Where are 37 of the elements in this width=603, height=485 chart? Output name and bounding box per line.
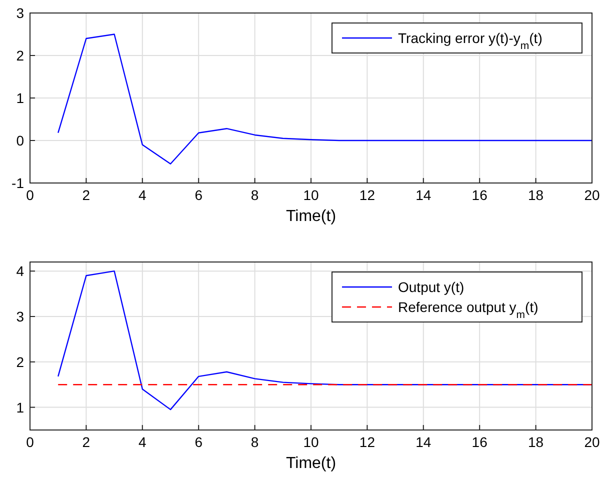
y-tick-label: 3	[16, 308, 24, 324]
y-tick-label: 4	[16, 263, 24, 280]
x-tick-label: 16	[472, 434, 488, 450]
x-tick-label: 6	[194, 187, 203, 203]
line-series	[58, 34, 593, 164]
x-tick-label: 8	[250, 434, 259, 450]
x-tick-label: 4	[138, 434, 146, 450]
y-tick-label: 0	[16, 132, 24, 148]
legend-label: Reference output y$_{m}$(t)	[398, 299, 538, 321]
x-tick-label: 18	[528, 434, 544, 450]
x-tick-label: 16	[472, 187, 488, 203]
x-axis-title: Time(t)	[286, 455, 336, 472]
legend-label: Tracking error y(t)-y$_{m}$(t)	[398, 30, 542, 52]
x-tick-label: 8	[250, 187, 259, 203]
x-tick-label: 12	[359, 434, 376, 450]
y-tick-label: 2	[16, 354, 24, 370]
x-tick-label: 0	[26, 187, 34, 203]
legend-label: Output y(t)	[398, 279, 464, 295]
x-tick-label: 14	[416, 434, 432, 450]
y-tick-label: 3	[16, 5, 24, 21]
x-tick-label: 20	[584, 434, 600, 450]
x-tick-label: 10	[303, 434, 319, 450]
x-tick-label: 14	[416, 187, 432, 203]
x-tick-label: 20	[584, 187, 600, 203]
y-tick-label: 1	[16, 90, 24, 106]
x-tick-label: 18	[528, 187, 544, 203]
x-tick-label: 2	[82, 434, 90, 450]
x-axis-title: Time(t)	[286, 208, 336, 225]
x-tick-label: 0	[26, 434, 34, 450]
y-tick-label: -1	[12, 175, 24, 191]
y-tick-label: 1	[16, 399, 24, 416]
x-tick-label: 2	[82, 187, 90, 203]
x-tick-label: 6	[194, 434, 203, 450]
x-tick-label: 4	[138, 187, 146, 203]
x-tick-label: 10	[303, 187, 319, 203]
x-tick-label: 12	[359, 187, 376, 203]
y-tick-label: 2	[16, 48, 24, 64]
